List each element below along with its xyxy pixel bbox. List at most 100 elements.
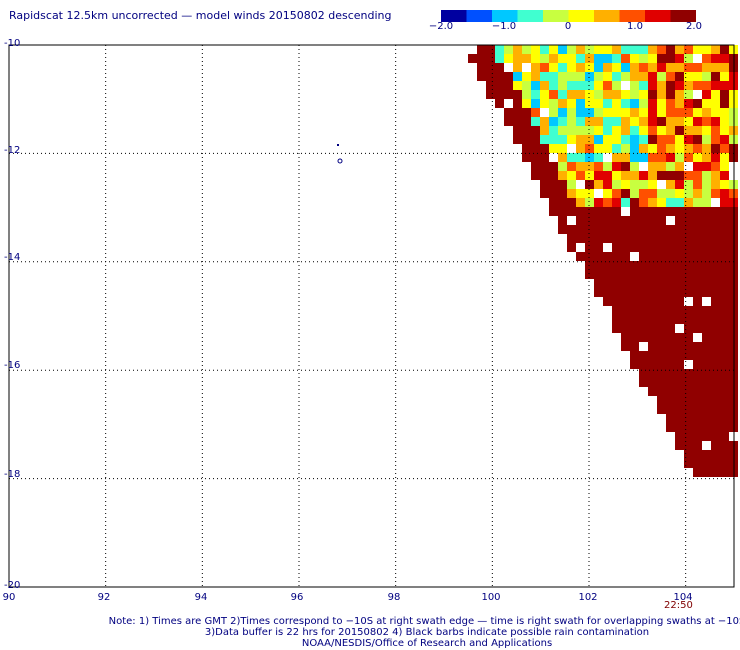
colorbar <box>441 10 696 22</box>
swath-cell <box>711 432 720 441</box>
swath-cell <box>576 90 585 99</box>
swath-cell <box>549 189 558 198</box>
swath-cell <box>549 99 558 108</box>
swath-cell <box>666 90 675 99</box>
swath-cell <box>477 54 486 63</box>
swath-cell <box>531 99 540 108</box>
swath-cell <box>549 162 558 171</box>
swath-cell <box>594 126 603 135</box>
swath-cell <box>648 369 657 378</box>
swath-cell <box>675 288 684 297</box>
swath-cell <box>666 162 675 171</box>
swath-cell <box>693 162 702 171</box>
swath-cell <box>531 153 540 162</box>
swath-cell <box>720 135 729 144</box>
swath-cell <box>675 162 684 171</box>
swath-cell <box>513 54 522 63</box>
swath-cell <box>558 81 567 90</box>
swath-cell <box>693 369 702 378</box>
swath-cell <box>711 270 720 279</box>
swath-cell <box>576 135 585 144</box>
swath-cell <box>585 99 594 108</box>
swath-cell <box>648 342 657 351</box>
swath-cell <box>666 342 675 351</box>
swath-cell <box>693 207 702 216</box>
swath-cell <box>648 333 657 342</box>
swath-cell <box>612 252 621 261</box>
swath-cell <box>711 63 720 72</box>
swath-cell <box>720 54 729 63</box>
swath-cell <box>594 72 603 81</box>
swath-cell <box>594 162 603 171</box>
swath-cell <box>648 378 657 387</box>
swath-cell <box>639 171 648 180</box>
swath-cell <box>531 54 540 63</box>
swath-cell <box>675 441 684 450</box>
swath-cell <box>612 243 621 252</box>
swath-cell <box>666 378 675 387</box>
swath-cell <box>540 162 549 171</box>
swath-cell <box>711 189 720 198</box>
lon-label: 92 <box>97 592 111 603</box>
swath-cell <box>657 243 666 252</box>
swath-cell <box>702 360 711 369</box>
swath-cell <box>684 198 693 207</box>
swath-cell <box>504 117 513 126</box>
swath-cell <box>711 171 720 180</box>
swath-cell <box>684 270 693 279</box>
swath-cell <box>513 108 522 117</box>
swath-cell <box>666 72 675 81</box>
swath-cell <box>531 135 540 144</box>
swath-cell <box>675 378 684 387</box>
swath-cell <box>630 189 639 198</box>
swath-cell <box>720 342 729 351</box>
swath-cell <box>675 99 684 108</box>
swath-cell <box>657 207 666 216</box>
swath-cell <box>720 414 729 423</box>
colorbar-segment <box>517 10 544 22</box>
swath-cell <box>666 207 675 216</box>
map-title: Rapidscat 12.5km uncorrected — model win… <box>9 9 392 22</box>
swath-cell <box>612 162 621 171</box>
swath-cell <box>504 72 513 81</box>
swath-cell <box>657 135 666 144</box>
swath-cell <box>702 387 711 396</box>
swath-cell <box>612 324 621 333</box>
swath-cell <box>621 234 630 243</box>
swath-cell <box>630 297 639 306</box>
swath-cell <box>702 54 711 63</box>
swath-cell <box>495 99 504 108</box>
swath-cell <box>711 324 720 333</box>
swath-cell <box>513 135 522 144</box>
swath-cell <box>648 270 657 279</box>
swath-cell <box>666 270 675 279</box>
swath-cell <box>648 108 657 117</box>
swath-cell <box>585 126 594 135</box>
swath-cell <box>702 342 711 351</box>
swath-cell <box>621 252 630 261</box>
swath-cell <box>702 405 711 414</box>
swath-cell <box>657 297 666 306</box>
swath-cell <box>504 108 513 117</box>
swath-cell <box>675 216 684 225</box>
swath-cell <box>486 54 495 63</box>
swath-cell <box>603 279 612 288</box>
swath-cell <box>639 378 648 387</box>
lon-label: 94 <box>194 592 208 603</box>
swath-cell <box>558 72 567 81</box>
swath-cell <box>657 288 666 297</box>
swath-cell <box>630 108 639 117</box>
swath-cell <box>585 180 594 189</box>
swath-cell <box>531 162 540 171</box>
swath-cell <box>477 63 486 72</box>
swath-cell <box>720 432 729 441</box>
swath-cell <box>567 171 576 180</box>
swath-cell <box>720 171 729 180</box>
swath-cell <box>702 432 711 441</box>
lon-label: 90 <box>2 592 16 603</box>
swath-cell <box>486 81 495 90</box>
swath-cell <box>639 216 648 225</box>
swath-cell <box>702 81 711 90</box>
swath-cell <box>666 180 675 189</box>
swath-cell <box>702 216 711 225</box>
